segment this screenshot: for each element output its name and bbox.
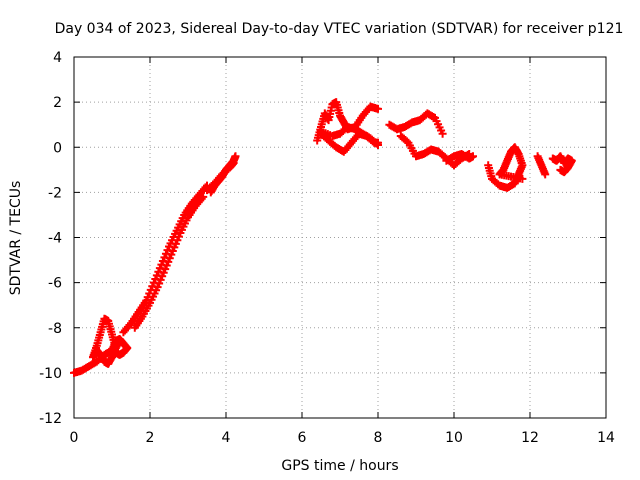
y-tick-label: -10 <box>39 366 62 382</box>
data-point <box>469 152 477 161</box>
x-tick-label: 6 <box>298 430 307 446</box>
y-axis-label: SDTVAR / TECUs <box>8 181 24 296</box>
axis-ticks <box>73 56 607 419</box>
series-cluster-8-10-mid <box>442 150 477 165</box>
y-tick-labels: -12 -10 -8 -6 -4 -2 0 2 4 <box>39 50 62 427</box>
data-point <box>231 152 240 161</box>
data-point <box>438 129 447 138</box>
series-pass-1-small-loop <box>108 335 132 359</box>
data-point <box>374 104 382 113</box>
data-point <box>556 165 565 174</box>
y-tick-label: -8 <box>48 321 62 337</box>
data-point <box>89 353 97 362</box>
x-tick-label: 2 <box>146 430 155 446</box>
data-point <box>518 174 527 183</box>
data-point <box>199 192 208 201</box>
x-tick-label: 12 <box>521 430 539 446</box>
y-tick-label: -6 <box>48 276 62 292</box>
y-tick-label: 0 <box>53 140 62 156</box>
series-pass-1-loop <box>89 314 120 368</box>
y-tick-label: 2 <box>53 95 62 111</box>
x-axis-label: GPS time / hours <box>281 458 398 474</box>
data-point <box>229 159 238 168</box>
y-tick-label: -12 <box>39 411 62 427</box>
series-cluster-12-13 <box>533 152 550 179</box>
x-tick-label: 10 <box>445 430 463 446</box>
series-cluster-8-10 <box>385 109 447 138</box>
x-tick-labels: 0 2 4 6 8 10 12 14 <box>70 430 615 446</box>
x-tick-label: 14 <box>597 430 615 446</box>
series-cluster-11-12 <box>484 143 527 192</box>
y-tick-label: 4 <box>53 50 62 66</box>
data-point <box>374 140 382 149</box>
series-pass-3-top-b <box>203 159 238 195</box>
data-point <box>541 170 550 179</box>
data-points <box>70 98 576 377</box>
y-tick-label: -2 <box>48 185 62 201</box>
x-tick-label: 4 <box>222 430 231 446</box>
series-pass-2-ramp-b <box>130 192 208 332</box>
series-cluster-6-8-mid <box>317 122 382 149</box>
series-cluster-13 <box>548 152 576 177</box>
data-point <box>108 346 116 355</box>
chart-title: Day 034 of 2023, Sidereal Day-to-day VTE… <box>55 21 624 37</box>
y-tick-label: -4 <box>48 231 62 247</box>
x-tick-label: 8 <box>374 430 383 446</box>
x-tick-label: 0 <box>70 430 79 446</box>
